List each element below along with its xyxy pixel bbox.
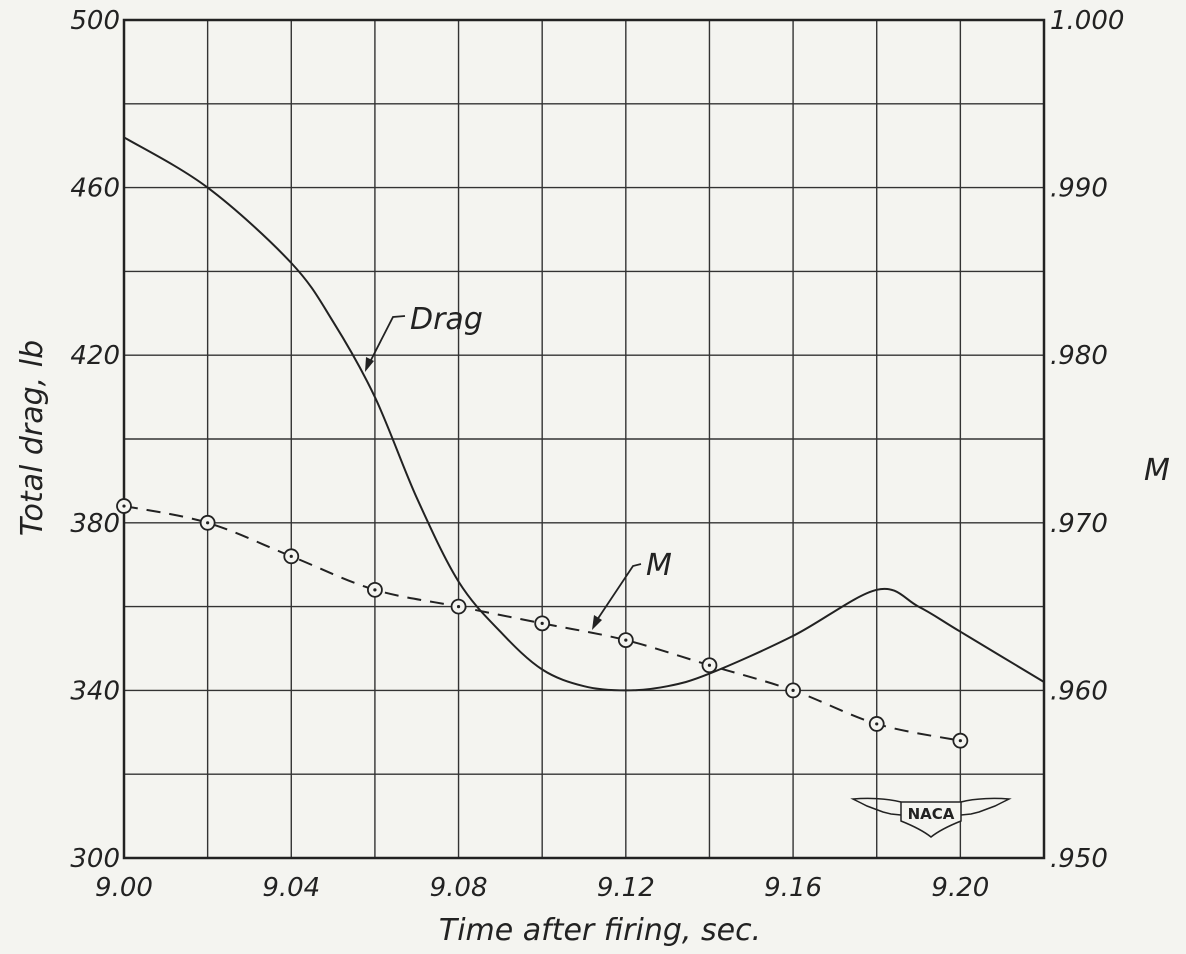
y2-tick-labels: .950 .960 .970 .980 .990 1.000 xyxy=(1050,6,1124,874)
data-point-center-m xyxy=(122,504,126,508)
y-tick-label: 420 xyxy=(70,341,120,371)
series-line-m xyxy=(123,505,961,742)
annotation-m-arrowhead-icon xyxy=(592,615,602,630)
y-tick-label: 500 xyxy=(70,6,120,36)
naca-logo-text: NACA xyxy=(908,805,955,823)
naca-logo-right-wing-icon xyxy=(960,797,1012,816)
annotation-drag-arrowhead-icon xyxy=(365,357,374,372)
annotation-drag-label: Drag xyxy=(410,302,483,337)
data-point-center-m xyxy=(373,588,377,592)
data-point-center-m xyxy=(540,621,544,625)
data-point-center-m xyxy=(707,663,712,667)
y2-tick-label: .960 xyxy=(1050,676,1108,706)
naca-logo-left-wing-icon xyxy=(850,797,902,816)
plot-frame xyxy=(122,18,1046,860)
x-tick-label: 9.12 xyxy=(597,873,655,903)
data-point-center-m xyxy=(624,638,628,642)
x-tick-labels: 9.00 9.04 9.08 9.12 9.16 9.20 xyxy=(95,873,989,903)
y-tick-label: 380 xyxy=(70,509,120,539)
data-point-center-m xyxy=(791,688,795,693)
data-point-center-m xyxy=(289,554,293,558)
naca-logo-body-icon xyxy=(900,801,962,838)
y2-tick-label: .980 xyxy=(1050,341,1108,371)
y-tick-label: 340 xyxy=(70,676,120,706)
series-layer xyxy=(116,136,1045,749)
x-axis-title: Time after firing, sec. xyxy=(439,913,761,948)
x-tick-label: 9.00 xyxy=(95,873,153,903)
data-point-center-m xyxy=(456,605,461,609)
annotation-drag-leader xyxy=(370,315,406,361)
x-tick-label: 9.04 xyxy=(262,873,320,903)
y-tick-label: 460 xyxy=(70,174,120,204)
naca-logo: NACA xyxy=(850,797,1012,838)
y-tick-label: 300 xyxy=(70,844,120,874)
data-point-center-m xyxy=(875,722,879,726)
series-line-drag xyxy=(123,136,1045,692)
y-tick-labels: 300 340 380 420 460 500 xyxy=(70,6,120,874)
y-axis-title: Total drag, lb xyxy=(15,340,50,536)
x-tick-label: 9.08 xyxy=(430,873,488,903)
data-point-center-m xyxy=(958,739,962,743)
annotations: Drag M xyxy=(365,302,672,630)
y2-axis-title: M xyxy=(1144,453,1170,488)
data-point-center-m xyxy=(206,521,210,525)
y2-tick-label: .950 xyxy=(1050,844,1108,874)
y2-tick-label: 1.000 xyxy=(1050,6,1124,36)
y2-tick-label: .970 xyxy=(1050,509,1108,539)
x-tick-label: 9.20 xyxy=(931,873,989,903)
annotation-m-leader xyxy=(596,563,642,621)
annotation-m-label: M xyxy=(646,548,672,583)
x-tick-label: 9.16 xyxy=(764,873,822,903)
y2-tick-label: .990 xyxy=(1050,174,1108,204)
